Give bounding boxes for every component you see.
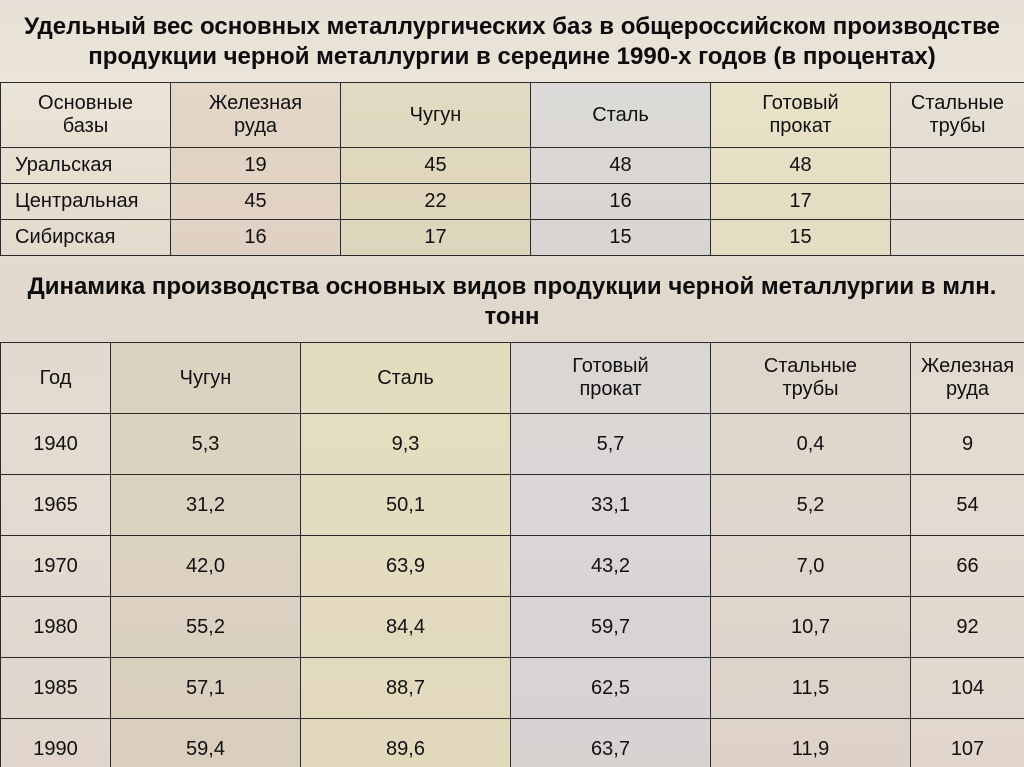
t2-cell: 84,4 [301,597,511,658]
t2-cell: 1985 [1,658,111,719]
table-row: 1965 31,2 50,1 33,1 5,2 54 [1,475,1024,536]
t1-col-chugun: Чугун [341,83,531,148]
t2-cell: 9 [911,414,1024,475]
table-row: Центральная 45 22 16 17 [1,184,1024,220]
t1-cell: 15 [531,220,711,256]
t1-cell: Уральская [1,148,171,184]
table2-header-row: Год Чугун Сталь Готовыйпрокат Стальныетр… [1,343,1024,414]
t2-cell: 62,5 [511,658,711,719]
table2: Год Чугун Сталь Готовыйпрокат Стальныетр… [0,342,1024,767]
t1-col-steel: Сталь [531,83,711,148]
t1-col-prokat: Готовыйпрокат [711,83,891,148]
table1-title: Удельный вес основных металлургических б… [10,12,1014,72]
t2-cell: 59,7 [511,597,711,658]
t2-cell: 55,2 [111,597,301,658]
t2-cell: 88,7 [301,658,511,719]
t2-cell: 57,1 [111,658,301,719]
t2-cell: 5,7 [511,414,711,475]
t1-cell: 16 [171,220,341,256]
t1-col-ironore: Железнаяруда [171,83,341,148]
t1-cell [891,220,1024,256]
t2-cell: 54 [911,475,1024,536]
t2-cell: 59,4 [111,719,301,767]
t1-cell: 45 [341,148,531,184]
t2-cell: 107 [911,719,1024,767]
t2-cell: 1990 [1,719,111,767]
table-row: Сибирская 16 17 15 15 [1,220,1024,256]
t2-cell: 9,3 [301,414,511,475]
t1-cell: 15 [711,220,891,256]
table-row: 1980 55,2 84,4 59,7 10,7 92 [1,597,1024,658]
t1-cell [891,184,1024,220]
t2-cell: 10,7 [711,597,911,658]
t1-cell: 17 [711,184,891,220]
table-row: Уральская 19 45 48 48 [1,148,1024,184]
t2-cell: 1980 [1,597,111,658]
t2-cell: 11,5 [711,658,911,719]
t2-col-pipes: Стальныетрубы [711,343,911,414]
t2-cell: 89,6 [301,719,511,767]
t2-cell: 5,2 [711,475,911,536]
t2-col-chugun: Чугун [111,343,301,414]
t1-col-pipes: Стальныетрубы [891,83,1024,148]
t2-cell: 0,4 [711,414,911,475]
t2-cell: 43,2 [511,536,711,597]
t2-cell: 1940 [1,414,111,475]
table2-title: Динамика производства основных видов про… [10,272,1014,332]
t2-cell: 42,0 [111,536,301,597]
t2-col-prokat: Готовыйпрокат [511,343,711,414]
t2-cell: 11,9 [711,719,911,767]
t1-cell [891,148,1024,184]
t1-cell: 22 [341,184,531,220]
t2-col-ironore: Железнаяруда [911,343,1024,414]
t2-col-steel: Сталь [301,343,511,414]
table-row: 1940 5,3 9,3 5,7 0,4 9 [1,414,1024,475]
t1-cell: 48 [531,148,711,184]
table1: Основныебазы Железнаяруда Чугун Сталь Го… [0,82,1024,256]
t2-cell: 5,3 [111,414,301,475]
t1-cell: 17 [341,220,531,256]
t2-cell: 63,7 [511,719,711,767]
table-row: 1970 42,0 63,9 43,2 7,0 66 [1,536,1024,597]
t1-cell: 48 [711,148,891,184]
t2-cell: 104 [911,658,1024,719]
t2-cell: 50,1 [301,475,511,536]
t2-cell: 33,1 [511,475,711,536]
t2-col-year: Год [1,343,111,414]
t2-cell: 92 [911,597,1024,658]
table-row: 1985 57,1 88,7 62,5 11,5 104 [1,658,1024,719]
table-row: 1990 59,4 89,6 63,7 11,9 107 [1,719,1024,767]
t1-cell: Центральная [1,184,171,220]
t2-cell: 1965 [1,475,111,536]
t2-cell: 1970 [1,536,111,597]
t1-cell: 19 [171,148,341,184]
t2-cell: 63,9 [301,536,511,597]
t1-cell: 45 [171,184,341,220]
t1-col-bases: Основныебазы [1,83,171,148]
t2-cell: 31,2 [111,475,301,536]
t2-cell: 7,0 [711,536,911,597]
t2-cell: 66 [911,536,1024,597]
table1-header-row: Основныебазы Железнаяруда Чугун Сталь Го… [1,83,1024,148]
t1-cell: Сибирская [1,220,171,256]
t1-cell: 16 [531,184,711,220]
